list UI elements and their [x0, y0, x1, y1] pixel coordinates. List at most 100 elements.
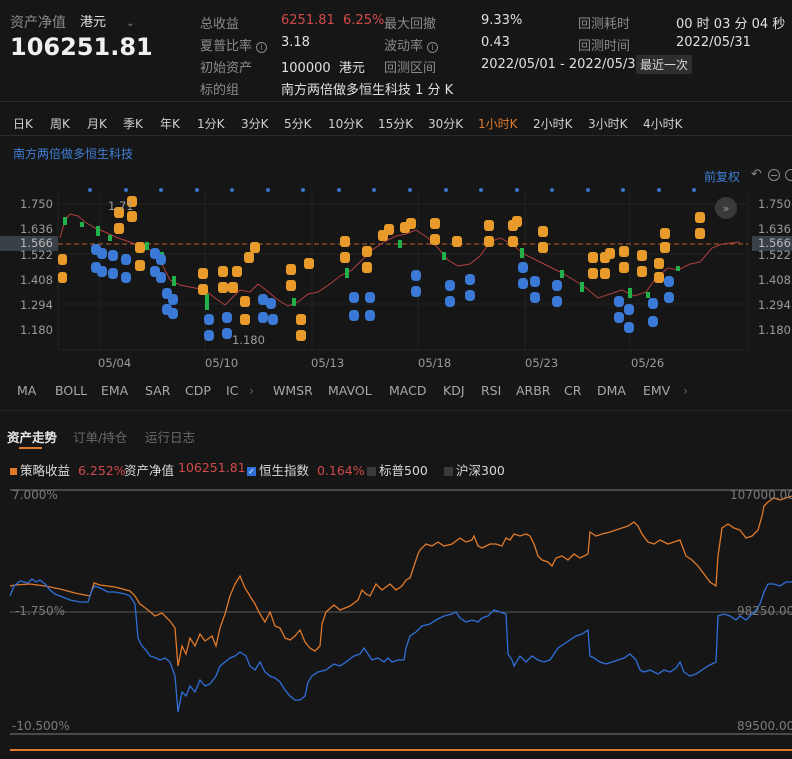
info-icon: i: [256, 42, 268, 53]
sharpe-label: 夏普比率 i: [200, 35, 268, 54]
legend-strategy[interactable]: 策略收益 6.252%: [10, 460, 126, 479]
timeframe-5min[interactable]: 5分K: [284, 117, 312, 131]
y-tick: 1.750: [20, 197, 53, 211]
equity-legend: 策略收益 6.252% 资产净值 106251.81 ✓ 恒生指数 0.164% …: [0, 460, 792, 479]
timeframe-day[interactable]: 日K: [13, 117, 33, 131]
chevron-right-icon[interactable]: ›: [249, 383, 254, 398]
y-tick-right: 1.180: [758, 323, 791, 337]
indicator-mavol[interactable]: MAVOL: [328, 383, 372, 398]
timeframe-year[interactable]: 年K: [160, 117, 180, 131]
date-tick: 05/04: [98, 356, 132, 370]
bottom-tabs: 资产走势 订单/持仓 运行日志: [0, 427, 792, 449]
timeframe-15min[interactable]: 15分K: [378, 117, 414, 131]
timeframe-2hour[interactable]: 2小时K: [533, 117, 573, 131]
tab-orders-positions[interactable]: 订单/持仓: [73, 430, 128, 445]
indicator-emv[interactable]: EMV: [643, 383, 671, 398]
y-tick-right: 1.294: [758, 298, 791, 312]
date-tick: 05/26: [631, 356, 665, 370]
indicator-cdp[interactable]: CDP: [185, 383, 211, 398]
total-return-label: 总收益: [200, 17, 240, 32]
equity-right-tick: 98250.00: [737, 604, 792, 618]
legend-nav-value: 106251.81: [178, 460, 246, 475]
legend-sp500[interactable]: 标普500: [367, 460, 428, 479]
date-tick: 05/18: [418, 356, 452, 370]
legend-hsi[interactable]: ✓ 恒生指数 0.164%: [247, 463, 365, 478]
timeframe-1min[interactable]: 1分K: [197, 117, 225, 131]
indicator-wmsr[interactable]: WMSR: [273, 383, 313, 398]
current-price-tag-right: 1.566: [752, 236, 792, 251]
kline-title: 南方两倍做多恒生科技: [13, 147, 134, 161]
currency-select[interactable]: 港元 ⌄: [80, 11, 135, 30]
indicator-ema[interactable]: EMA: [101, 383, 129, 398]
volatility-label: 波动率 i: [384, 35, 439, 54]
y-tick: 1.408: [20, 273, 53, 287]
indicator-dma[interactable]: DMA: [597, 383, 626, 398]
y-tick: 1.636: [20, 222, 53, 236]
volatility-value: 0.43: [481, 35, 510, 50]
y-tick: 1.522: [20, 248, 53, 262]
indicator-ic[interactable]: IC: [226, 383, 239, 398]
timeframe-quarter[interactable]: 季K: [123, 117, 143, 131]
equity-chart[interactable]: [0, 486, 792, 759]
indicator-macd[interactable]: MACD: [389, 383, 427, 398]
timeframe-bar: 日K 周K 月K 季K 年K 1分K 3分K 5分K 10分K 15分K 30分…: [0, 108, 792, 136]
date-tick: 05/23: [525, 356, 559, 370]
summary-header: 资产净值 港元 ⌄ 106251.81 总收益 6251.81 6.25% 夏普…: [0, 0, 792, 102]
legend-csi300[interactable]: 沪深300: [444, 460, 505, 479]
indicator-cr[interactable]: CR: [564, 383, 582, 398]
sharpe-value: 3.18: [281, 35, 310, 50]
active-tab-indicator: [19, 447, 42, 449]
net-value: 106251.81: [10, 33, 153, 61]
adjust-button[interactable]: 前复权: [704, 170, 741, 184]
equity-left-tick: -1.750%: [15, 604, 66, 618]
recent-badge[interactable]: 最近一次: [636, 55, 693, 74]
chevron-down-icon: ⌄: [126, 18, 135, 29]
max-drawdown-value: 9.33%: [481, 13, 523, 28]
indicator-rsi[interactable]: RSI: [481, 383, 502, 398]
y-tick-right: 1.636: [758, 222, 791, 236]
zoom-in-icon[interactable]: [785, 169, 792, 181]
timeframe-30min[interactable]: 30分K: [428, 117, 464, 131]
backtest-duration-label: 回测耗时: [578, 17, 631, 32]
chevron-right-icon[interactable]: ›: [683, 383, 688, 398]
equity-left-tick: -10.500%: [12, 719, 70, 733]
timeframe-4hour[interactable]: 4小时K: [643, 117, 683, 131]
net-value-label: 资产净值: [10, 15, 66, 31]
checkbox-checked-icon: ✓: [247, 467, 256, 476]
zoom-out-icon[interactable]: [768, 169, 780, 181]
date-tick: 05/10: [205, 356, 239, 370]
total-return-value: 6251.81 6.25%: [281, 13, 385, 28]
backtest-range-label: 回测区间: [384, 61, 437, 76]
timeframe-3hour[interactable]: 3小时K: [588, 117, 628, 131]
indicator-kdj[interactable]: KDJ: [443, 383, 465, 398]
equity-left-tick: 7.000%: [12, 488, 58, 502]
legend-nav-label: 资产净值: [124, 463, 175, 478]
timeframe-10min[interactable]: 10分K: [328, 117, 364, 131]
svg-text:»: »: [723, 202, 730, 215]
tab-run-log[interactable]: 运行日志: [145, 430, 196, 445]
y-tick: 1.180: [20, 323, 53, 337]
indicator-sar[interactable]: SAR: [145, 383, 171, 398]
low-price-label: 1.180: [232, 333, 265, 347]
kline-chart[interactable]: »: [0, 180, 792, 355]
target-value: 南方两倍做多恒生科技 1 分 K: [281, 83, 454, 98]
y-tick-right: 1.408: [758, 273, 791, 287]
undo-icon[interactable]: ↶: [751, 167, 762, 182]
indicator-arbr[interactable]: ARBR: [516, 383, 551, 398]
indicator-boll[interactable]: BOLL: [55, 383, 88, 398]
tab-asset-trend[interactable]: 资产走势: [7, 430, 58, 445]
date-tick: 05/13: [311, 356, 345, 370]
currency-value: 港元: [80, 15, 107, 30]
initial-asset-value: 100000 港元: [281, 61, 365, 76]
timeframe-week[interactable]: 周K: [50, 117, 70, 131]
timeframe-3min[interactable]: 3分K: [241, 117, 269, 131]
y-tick-right: 1.522: [758, 248, 791, 262]
y-tick: 1.294: [20, 298, 53, 312]
target-label: 标的组: [200, 83, 240, 98]
indicator-ma[interactable]: MA: [17, 383, 37, 398]
timeframe-month[interactable]: 月K: [87, 117, 107, 131]
divider: [0, 410, 792, 411]
timeframe-1hour[interactable]: 1小时K: [478, 117, 518, 131]
high-price-label: 1.71: [108, 199, 134, 213]
max-drawdown-label: 最大回撤: [384, 17, 437, 32]
